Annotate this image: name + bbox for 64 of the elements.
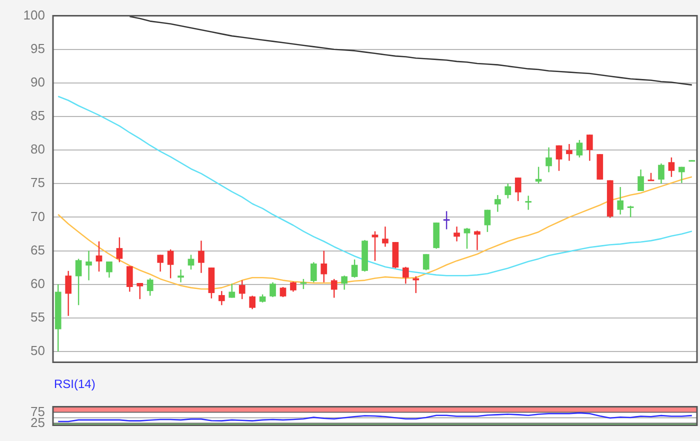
candlestick (525, 195, 532, 210)
candlestick (270, 282, 276, 298)
y-tick-label: 95 (30, 40, 45, 56)
candlestick (668, 156, 675, 178)
candlestick (178, 268, 184, 283)
candlestick (75, 258, 82, 306)
candlestick (330, 278, 338, 298)
candlestick (454, 226, 460, 242)
candlestick (556, 144, 562, 172)
candlestick (464, 227, 470, 250)
y-tick-label: 90 (30, 74, 45, 90)
y-tick-label: 75 (30, 175, 45, 190)
candlestick (65, 270, 72, 316)
candlestick (678, 166, 685, 184)
y-tick-label: 50 (30, 343, 45, 358)
candlestick (280, 286, 286, 298)
candlestick (412, 276, 420, 294)
y-tick-label: 100 (23, 7, 45, 22)
candlestick (238, 280, 246, 300)
candlestick (474, 230, 480, 251)
candlestick (504, 183, 512, 199)
candlestick (658, 162, 664, 184)
candlestick (136, 282, 144, 300)
candlestick (310, 262, 317, 283)
candlestick (96, 240, 102, 272)
candlestick (422, 254, 430, 271)
candlestick (341, 275, 348, 290)
candlestick (228, 283, 236, 298)
candlestick (382, 226, 388, 248)
y-tick-label: 65 (30, 242, 45, 258)
candlestick (146, 278, 154, 296)
candlestick (300, 278, 307, 290)
candlestick (126, 266, 133, 292)
candlestick (566, 143, 572, 162)
candlestick (638, 168, 644, 192)
candlestick (116, 236, 123, 263)
candlestick (351, 258, 358, 278)
candlestick (157, 254, 164, 272)
y-tick-label: 85 (30, 108, 45, 124)
candlestick (86, 250, 92, 281)
y-tick-label: 55 (30, 309, 45, 324)
candlestick (372, 230, 378, 262)
candlestick (494, 194, 501, 212)
candlestick (576, 139, 583, 158)
candlestick (627, 205, 634, 218)
candlestick (484, 209, 491, 233)
candlestick (320, 250, 328, 283)
candlestick (249, 295, 256, 310)
candlestick (402, 266, 409, 284)
candlestick (218, 290, 225, 306)
candlestick (167, 248, 174, 279)
y-tick-label: 80 (30, 142, 45, 157)
y-tick-label: 60 (30, 276, 45, 291)
candlestick (546, 146, 552, 173)
y-tick-label: 70 (30, 208, 45, 224)
candlestick (188, 254, 194, 270)
candlestick (586, 134, 593, 162)
candlestick (198, 240, 204, 274)
candlestick (106, 260, 112, 278)
candlestick (443, 210, 450, 230)
candlestick (617, 186, 624, 216)
candlestick (290, 281, 296, 292)
chart-title: RSI(14) (54, 377, 96, 391)
candlestick (514, 176, 522, 202)
